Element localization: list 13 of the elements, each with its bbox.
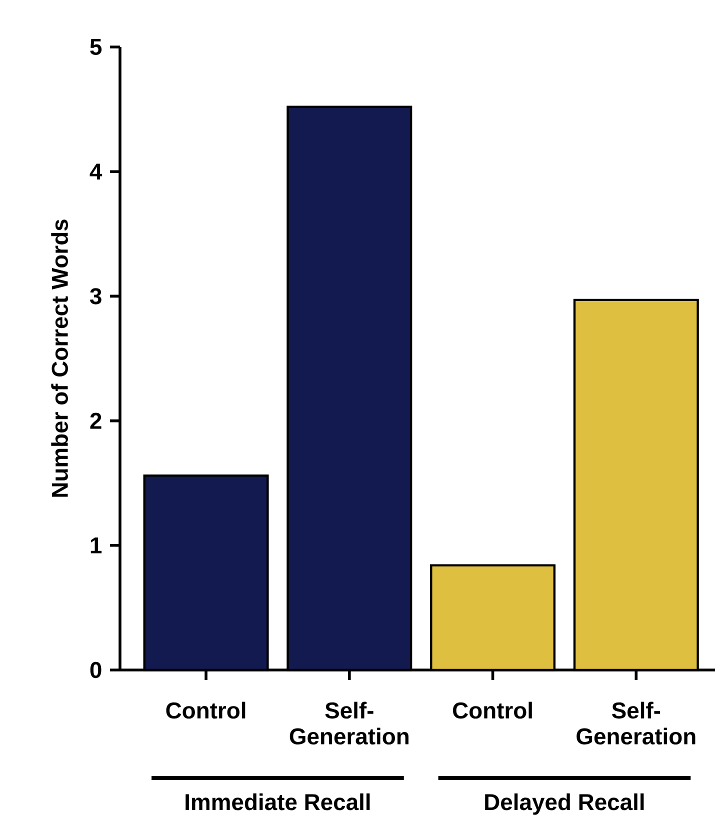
y-tick-label: 0 xyxy=(90,662,102,678)
x-tick-label: Self-Generation xyxy=(576,702,696,745)
x-tick-label: Control xyxy=(166,702,246,719)
x-tick-label: Self-Generation xyxy=(290,702,408,745)
y-tick-label: 5 xyxy=(90,38,102,55)
text: Delayed Recall xyxy=(485,793,644,815)
y-axis-title: Number of Correct Words xyxy=(51,220,68,497)
y-tick-label: 2 xyxy=(90,412,102,429)
y-tick-label: 1 xyxy=(90,538,102,554)
text: Immediate Recall xyxy=(186,793,370,810)
y-tick-label: 4 xyxy=(90,164,102,180)
x-tick-label: Control xyxy=(452,702,532,719)
y-tick-label: 3 xyxy=(90,288,102,304)
